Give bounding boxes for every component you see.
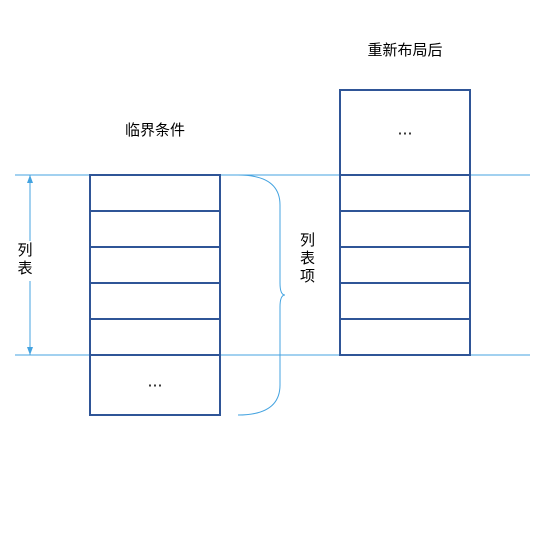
right-label-char: 表 <box>300 250 315 267</box>
left-label-char: 列 <box>17 242 32 259</box>
right-title: 重新布局后 <box>367 42 442 59</box>
left-label-char: 表 <box>17 260 32 277</box>
right-ellipsis: ⋯ <box>398 125 413 142</box>
left-title: 临界条件 <box>125 122 185 139</box>
left-ellipsis: ⋯ <box>148 377 163 394</box>
right-label-char: 列 <box>300 232 315 249</box>
right-table-fill <box>340 175 470 355</box>
right-label-char: 项 <box>300 268 315 285</box>
